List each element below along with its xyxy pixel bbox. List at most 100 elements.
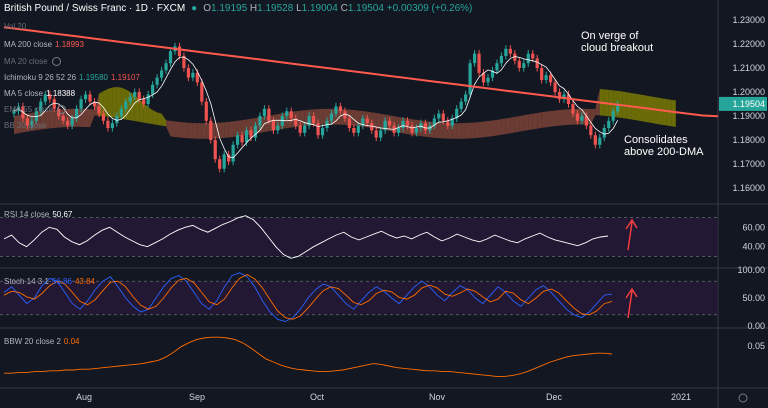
candle-body — [124, 101, 128, 109]
ichimoku-cloud-segment — [447, 123, 453, 139]
legend-ma5[interactable]: MA 5 close 1.18388 — [4, 89, 75, 98]
candle-body — [522, 63, 526, 68]
ichimoku-cloud-segment — [492, 119, 497, 137]
ichimoku-cloud-segment — [559, 109, 565, 126]
legend-extra[interactable]: BB 20 close — [4, 121, 47, 130]
rsi-band — [0, 217, 718, 257]
settings-icon[interactable] — [56, 105, 66, 115]
candle-body — [271, 120, 275, 131]
price-tick-label: 1.19000 — [732, 111, 765, 121]
last-price-label: 1.19504 — [732, 99, 765, 109]
ichimoku-cloud-segment — [470, 122, 475, 139]
stoch-k-value: 56.86 — [51, 277, 72, 286]
high-value: 1.19528 — [257, 3, 294, 14]
ichimoku-cloud-segment — [555, 109, 560, 127]
symbol-title[interactable]: British Pound / Swiss Franc · 1D · FXCM — [4, 3, 186, 14]
ichimoku-cloud-segment — [322, 108, 328, 125]
candle-body — [423, 123, 427, 131]
candle-body — [128, 96, 132, 102]
candle-body — [30, 120, 34, 126]
candle-body — [262, 108, 267, 116]
annotation-cloud-breakout: On verge of cloud breakout — [581, 30, 653, 54]
ichimoku-cloud-segment — [496, 119, 502, 136]
ichimoku-cloud-segment — [376, 113, 381, 130]
legend-ma20[interactable]: MA 20 close — [4, 57, 61, 67]
candle-body — [446, 120, 450, 126]
candle-body — [334, 106, 338, 114]
candle-body — [110, 123, 114, 128]
ma200-line — [3, 26, 719, 118]
time-axis-label: Sep — [189, 392, 205, 402]
candle-body — [455, 108, 459, 119]
candle-body — [12, 111, 16, 114]
candle-body — [441, 113, 445, 121]
stoch-label: Stoch 14 3 1 — [4, 277, 49, 286]
bbw-label: BBW 20 close 2 — [4, 337, 61, 346]
change-value: +0.00309 (+0.26%) — [386, 3, 473, 14]
candle-body — [464, 94, 468, 102]
legend-vol[interactable]: Vol 20 — [4, 22, 26, 31]
candle-body — [146, 94, 150, 104]
candle-body — [258, 116, 262, 126]
candle-body — [379, 130, 383, 138]
candle-body — [575, 113, 580, 121]
candle-body — [253, 125, 258, 138]
candle-body — [182, 56, 186, 68]
stoch-tick-label: 100.00 — [737, 265, 765, 275]
price-tick-label: 1.23000 — [732, 15, 765, 25]
legend-stoch[interactable]: Stoch 14 3 1 56.86 43.84 — [4, 277, 95, 286]
ichimoku-cloud-segment — [40, 110, 46, 130]
ichimoku-cloud-segment — [233, 120, 238, 137]
ichimoku-cloud-segment — [152, 110, 158, 125]
legend-ma200[interactable]: MA 200 close 1.18993 — [4, 40, 84, 49]
close-value: 1.19504 — [347, 3, 384, 14]
candle-body — [240, 135, 244, 143]
candle-body — [303, 125, 307, 133]
legend-rsi[interactable]: RSI 14 close 50.67 — [4, 210, 72, 219]
ichimoku-cloud-segment — [27, 112, 32, 132]
candle-body — [155, 77, 159, 85]
ichimoku-cloud-segment — [528, 113, 533, 131]
candle-body — [191, 72, 195, 78]
candle-body — [414, 128, 419, 133]
candle-body — [151, 84, 155, 95]
candle-body — [298, 125, 302, 133]
ichimoku-cloud-segment — [161, 113, 167, 127]
legend-ema55[interactable]: EMA 55 close — [4, 105, 66, 115]
rsi-up-arrow — [625, 218, 638, 251]
candle-body — [396, 128, 401, 133]
ichimoku-cloud-segment — [443, 122, 448, 139]
rsi-label: RSI 14 close — [4, 210, 50, 219]
candle-body — [79, 99, 83, 109]
settings-icon[interactable] — [51, 57, 61, 67]
candle-body — [481, 72, 486, 83]
ichimoku-cloud-segment — [219, 122, 225, 139]
ichimoku-cloud-segment — [143, 103, 149, 124]
ichimoku-cloud-segment — [174, 121, 180, 138]
open-label: O — [203, 3, 211, 14]
candle-body — [61, 116, 65, 121]
candle-body — [218, 159, 222, 169]
ichimoku-cloud-segment — [188, 122, 193, 139]
candle-body — [227, 154, 231, 162]
candle-body — [213, 140, 217, 160]
candle-body — [504, 48, 508, 56]
ichimoku-cloud-segment — [157, 112, 162, 126]
ichimoku-cloud-segment — [550, 110, 556, 127]
candle-body — [593, 135, 597, 145]
candle-body — [419, 123, 423, 128]
ichimoku-cloud-segment — [228, 121, 234, 138]
ichimoku-label: Ichimoku 9 26 52 26 — [4, 73, 77, 82]
chart-settings-icon[interactable] — [738, 393, 748, 403]
ichimoku-cloud-segment — [546, 111, 551, 128]
candle-body — [352, 128, 356, 133]
ichimoku-cloud-segment — [519, 115, 524, 132]
legend-ichimoku[interactable]: Ichimoku 9 26 52 26 1.19580 1.19107 — [4, 73, 140, 82]
legend-bbw[interactable]: BBW 20 close 2 0.04 — [4, 337, 80, 346]
ichimoku-cloud-segment — [465, 122, 471, 139]
candle-body — [195, 72, 199, 83]
candle-body — [562, 94, 566, 100]
rsi-line — [3, 215, 609, 259]
ma200-label: MA 200 close — [4, 40, 53, 49]
